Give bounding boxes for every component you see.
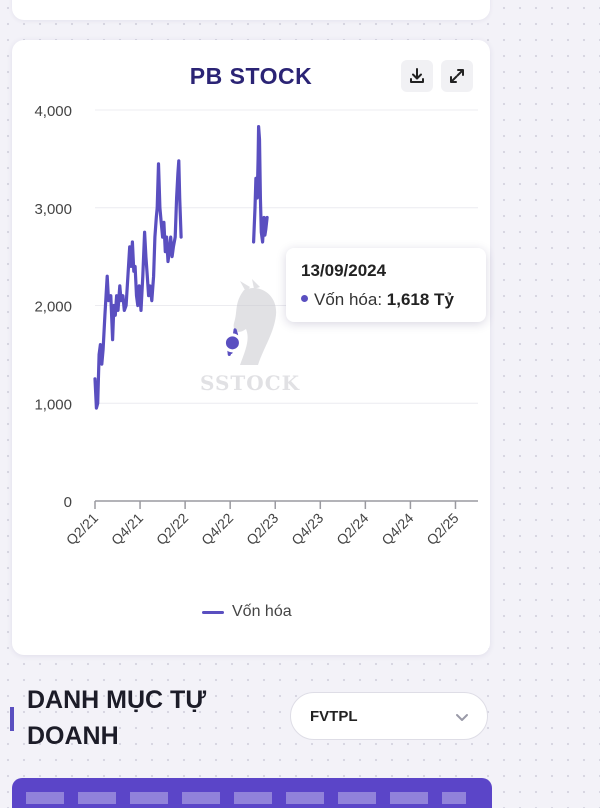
download-icon	[410, 68, 424, 83]
x-tick-label: Q4/22	[198, 510, 236, 548]
watermark-text: SSTOCK	[200, 371, 300, 395]
section-accent-bar	[10, 707, 14, 731]
x-tick-label: Q2/21	[63, 510, 101, 548]
x-tick-label: Q4/24	[378, 510, 416, 548]
tooltip-series-label: Vốn hóa:	[314, 290, 383, 309]
chart-title: PB STOCK	[189, 63, 313, 89]
legend-label: Vốn hóa	[232, 603, 292, 620]
expand-button[interactable]	[441, 60, 473, 92]
horse-logo-icon	[233, 279, 277, 365]
expand-icon	[450, 69, 464, 83]
select-value: FVTPL	[310, 708, 358, 725]
legend-swatch	[202, 610, 224, 614]
series-dot-icon	[301, 295, 308, 303]
y-tick-label: 3,000	[34, 201, 72, 218]
table-header-banner	[12, 778, 492, 808]
y-tick-label: 0	[64, 494, 72, 511]
y-tick-label: 2,000	[34, 299, 72, 316]
tooltip-row: Vốn hóa: 1,618 Tỷ	[301, 290, 454, 310]
chart-legend[interactable]: Vốn hóa	[202, 603, 292, 621]
x-axis: Q2/21 Q4/21 Q2/22 Q4/22 Q2/23 Q4/23 Q2/24 Q4/24…	[63, 500, 478, 548]
tooltip-value: 1,618 Tỷ	[386, 290, 454, 309]
download-button[interactable]	[401, 60, 433, 92]
portfolio-type-select[interactable]: FVTPL	[290, 692, 488, 740]
y-tick-label: 1,000	[34, 396, 72, 413]
x-tick-label: Q2/22	[153, 510, 191, 548]
x-tick-label: Q2/24	[333, 510, 371, 548]
x-tick-label: Q4/23	[288, 510, 326, 548]
y-axis-ticks: 0 1,000 2,000 3,000 4,000	[34, 103, 72, 511]
x-tick-label: Q4/21	[108, 510, 146, 548]
series-line	[252, 125, 269, 244]
series-line	[93, 159, 183, 410]
section-title: DANH MỤC TỰ DOANH	[27, 686, 207, 750]
series-lines	[93, 125, 269, 410]
previous-card	[12, 0, 490, 20]
chevron-down-icon	[456, 714, 468, 721]
tooltip-marker	[222, 333, 242, 353]
x-tick-label: Q2/25	[423, 510, 461, 548]
banner-text-cut	[26, 792, 466, 804]
watermark: SSTOCK	[200, 279, 300, 395]
chart-tooltip: 13/09/2024 Vốn hóa: 1,618 Tỷ	[286, 248, 486, 322]
y-tick-label: 4,000	[34, 103, 72, 120]
x-tick-label: Q2/23	[243, 510, 281, 548]
chart-card: PB STOCK 0 1,000 2,000 3,000 4,000 SSTOCK Q2…	[12, 40, 490, 655]
tooltip-date: 13/09/2024	[301, 261, 387, 280]
